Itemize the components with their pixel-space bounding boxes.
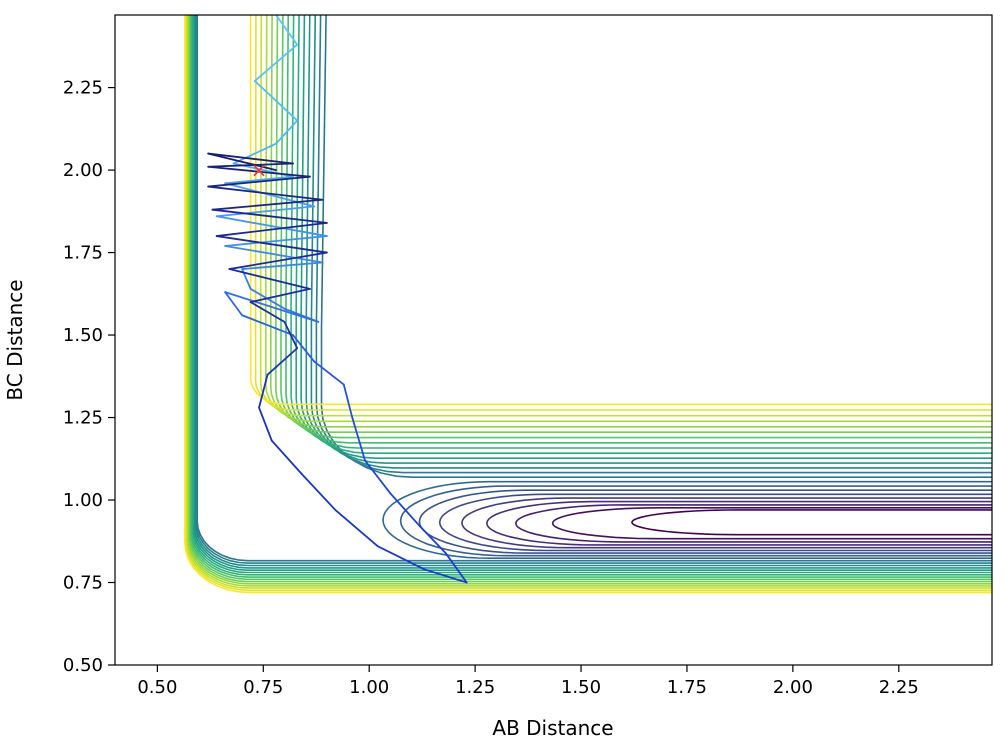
trajectory-segment: [266, 347, 299, 376]
y-tick-label: 0.50: [63, 655, 103, 676]
y-tick-label: 2.25: [63, 78, 103, 99]
trajectory-segment: [207, 162, 294, 168]
contour-line: [193, 15, 992, 569]
trajectory-segment: [224, 245, 324, 264]
trajectory-segment: [241, 314, 294, 336]
x-axis-ticks: 0.50 0.75 1.00 1.25 1.50 1.75 2.00 2.25: [137, 665, 919, 698]
trajectory-segment: [215, 205, 316, 218]
x-tick-label: 2.00: [773, 677, 813, 698]
trajectory-segment: [389, 492, 421, 528]
trajectory-segment: [300, 472, 337, 511]
trajectory-segment: [249, 301, 286, 323]
trajectory-segment: [241, 261, 324, 270]
trajectory-segment: [342, 383, 354, 419]
contour-line: [399, 485, 992, 557]
contour-line: [191, 15, 992, 574]
contour-line: [551, 507, 992, 540]
trajectory-segment: [376, 545, 426, 571]
x-tick-label: 0.75: [243, 677, 283, 698]
trajectory-segment: [224, 235, 328, 247]
contour-line: [190, 15, 992, 578]
contour-line: [631, 509, 992, 536]
y-tick-label: 1.50: [63, 325, 103, 346]
trajectory-segment: [444, 551, 468, 584]
y-tick-label: 1.25: [63, 408, 103, 429]
trajectory-segment: [423, 568, 468, 584]
trajectory-segment: [351, 416, 366, 462]
trajectory-segment: [364, 459, 392, 495]
trajectory-segment: [228, 251, 328, 270]
contour-line: [184, 15, 992, 594]
contour-line: [186, 15, 992, 587]
trajectory-segment: [258, 406, 273, 442]
trajectory-segment: [211, 208, 328, 224]
trajectory-segment: [215, 221, 328, 237]
trajectory-segment: [207, 165, 311, 178]
contour-line: [192, 15, 992, 571]
trajectory-segment: [249, 287, 311, 303]
y-axis-ticks: 0.50 0.75 1.00 1.25 1.50 1.75 2.00 2.25: [63, 78, 115, 676]
y-tick-label: 0.75: [63, 573, 103, 594]
contour-line: [514, 504, 992, 543]
trajectory-segment: [215, 215, 328, 237]
trajectory-segment: [253, 43, 299, 82]
x-tick-label: 2.25: [879, 677, 919, 698]
contour-lines: [184, 15, 992, 594]
start-marker-symbol: ×: [251, 158, 268, 182]
contour-line: [189, 15, 992, 581]
x-tick-label: 1.50: [561, 677, 601, 698]
contour-line: [438, 493, 992, 552]
contour-line: [194, 15, 992, 567]
y-tick-label: 2.00: [63, 160, 103, 181]
trajectory-segment: [224, 291, 320, 323]
trajectory-segment: [292, 334, 316, 363]
trajectory-segment: [224, 175, 294, 185]
x-tick-label: 1.00: [349, 677, 389, 698]
contour-line: [418, 489, 992, 554]
trajectory-segment: [270, 439, 303, 475]
y-tick-label: 1.75: [63, 243, 103, 264]
trajectory-segment: [232, 142, 277, 165]
x-tick-label: 1.75: [667, 677, 707, 698]
trajectory-segment: [224, 291, 244, 317]
y-axis-label: BC Distance: [3, 279, 27, 400]
contour-line: [190, 15, 992, 576]
contour-line: [461, 497, 992, 549]
trajectory-segment: [275, 15, 299, 46]
plot-frame: [114, 14, 993, 666]
trajectory-segment: [313, 360, 345, 386]
trajectory-segment: [207, 175, 311, 188]
contour-line: [485, 500, 992, 546]
contour-line: [187, 15, 992, 585]
y-tick-label: 1.00: [63, 490, 103, 511]
trajectory-line: [207, 15, 468, 584]
trajectory-segment: [258, 373, 269, 409]
trajectory-segment: [211, 198, 324, 211]
trajectory-segment: [283, 320, 299, 350]
x-axis-label: AB Distance: [492, 716, 613, 740]
contour-line: [382, 480, 992, 559]
trajectory-segment: [215, 235, 328, 254]
trajectory-segment: [334, 509, 379, 548]
trajectory-segment: [207, 152, 277, 171]
x-tick-label: 1.25: [455, 677, 495, 698]
contour-line: [196, 15, 992, 562]
contour-line: [195, 15, 992, 564]
trajectory-segment: [228, 268, 311, 290]
x-tick-label: 0.50: [137, 677, 177, 698]
trajectory-segment: [253, 80, 299, 122]
contour-line: [184, 15, 992, 592]
trajectory-segment: [207, 152, 294, 165]
trajectory-segment: [275, 119, 299, 145]
trajectory-segment: [419, 525, 447, 554]
trajectory-segment: [207, 185, 324, 201]
start-marker: ×: [251, 158, 268, 182]
